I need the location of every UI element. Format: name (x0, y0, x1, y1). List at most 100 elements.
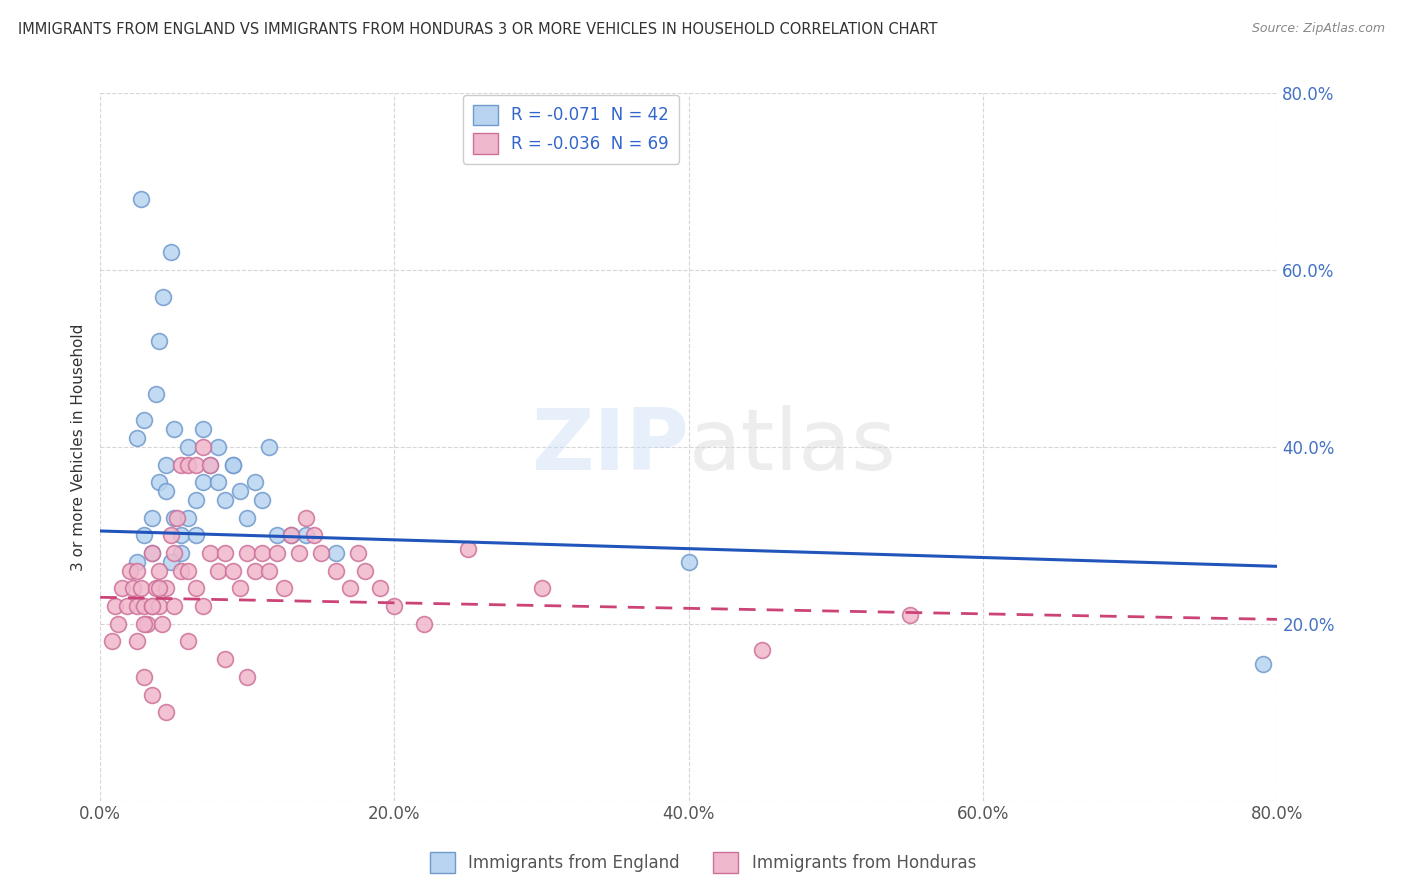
Point (273, 582, 295, 596)
Point (141, 688, 163, 702)
Point (134, 413, 156, 427)
Point (163, 546, 186, 560)
Point (236, 546, 259, 560)
Point (221, 564, 243, 578)
Point (163, 422, 186, 436)
Point (325, 546, 347, 560)
Point (229, 582, 252, 596)
Point (200, 458, 222, 472)
Point (384, 599, 406, 614)
Point (115, 599, 138, 614)
Point (184, 528, 207, 542)
Point (678, 555, 700, 569)
Point (200, 546, 222, 560)
Point (141, 546, 163, 560)
Point (412, 616, 434, 631)
Point (1251, 657, 1274, 671)
Point (148, 334, 170, 348)
Point (145, 387, 167, 401)
Point (346, 546, 368, 560)
Point (898, 607, 921, 622)
Point (155, 582, 177, 596)
Point (184, 582, 207, 596)
Point (266, 528, 288, 542)
Point (368, 582, 391, 596)
Point (111, 582, 134, 596)
Point (134, 528, 156, 542)
Point (159, 528, 181, 542)
Point (148, 599, 170, 614)
Point (170, 546, 193, 560)
Point (200, 458, 222, 472)
Point (155, 458, 177, 472)
Point (229, 484, 252, 499)
Legend: Immigrants from England, Immigrants from Honduras: Immigrants from England, Immigrants from… (423, 846, 983, 880)
Point (141, 599, 163, 614)
Point (214, 546, 236, 560)
Point (236, 510, 259, 524)
Point (295, 510, 318, 524)
Point (155, 705, 177, 719)
Point (170, 458, 193, 472)
Y-axis label: 3 or more Vehicles in Household: 3 or more Vehicles in Household (72, 323, 86, 571)
Point (191, 475, 214, 490)
Point (159, 245, 181, 260)
Point (121, 582, 143, 596)
Point (134, 599, 156, 614)
Point (530, 582, 553, 596)
Point (163, 599, 186, 614)
Point (159, 555, 181, 569)
Text: Source: ZipAtlas.com: Source: ZipAtlas.com (1251, 22, 1385, 36)
Point (163, 510, 186, 524)
Point (107, 616, 129, 631)
Point (288, 546, 311, 560)
Point (170, 528, 193, 542)
Point (325, 564, 347, 578)
Point (354, 564, 377, 578)
Point (280, 528, 302, 542)
Point (131, 193, 153, 207)
Point (177, 510, 200, 524)
Point (302, 528, 325, 542)
Legend: R = -0.071  N = 42, R = -0.036  N = 69: R = -0.071 N = 42, R = -0.036 N = 69 (463, 95, 679, 163)
Point (125, 431, 148, 445)
Point (214, 652, 236, 666)
Point (221, 458, 243, 472)
Point (259, 440, 281, 454)
Point (177, 634, 200, 648)
Point (191, 440, 214, 454)
Point (280, 528, 302, 542)
Point (148, 564, 170, 578)
Point (339, 582, 361, 596)
Point (177, 458, 200, 472)
Point (141, 599, 163, 614)
Point (141, 510, 163, 524)
Point (125, 564, 148, 578)
Point (177, 440, 200, 454)
Point (259, 564, 281, 578)
Point (207, 564, 229, 578)
Point (243, 475, 266, 490)
Point (136, 616, 159, 631)
Point (266, 546, 288, 560)
Point (751, 643, 773, 657)
Point (148, 582, 170, 596)
Point (207, 475, 229, 490)
Point (145, 582, 167, 596)
Point (134, 670, 156, 684)
Point (184, 458, 207, 472)
Point (125, 555, 148, 569)
Point (141, 546, 163, 560)
Point (243, 564, 266, 578)
Point (250, 493, 273, 508)
Text: IMMIGRANTS FROM ENGLAND VS IMMIGRANTS FROM HONDURAS 3 OR MORE VEHICLES IN HOUSEH: IMMIGRANTS FROM ENGLAND VS IMMIGRANTS FR… (18, 22, 938, 37)
Point (152, 290, 174, 304)
Point (166, 510, 188, 524)
Point (148, 475, 170, 490)
Point (191, 599, 214, 614)
Text: atlas: atlas (689, 406, 897, 489)
Point (221, 458, 243, 472)
Point (125, 599, 148, 614)
Point (125, 634, 148, 648)
Point (101, 634, 124, 648)
